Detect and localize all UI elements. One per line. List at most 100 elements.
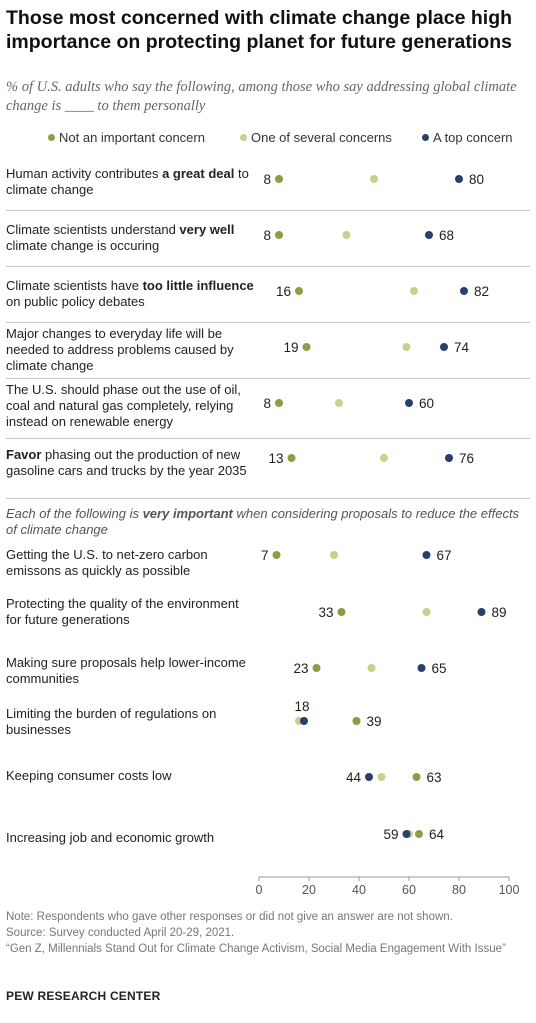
value-label-left: 33 <box>318 605 333 620</box>
row-label-text: climate change is occuring <box>6 238 160 253</box>
dot-one-of-several <box>422 608 431 616</box>
row-label: Keeping consumer costs low <box>6 768 256 784</box>
value-label-left: 19 <box>283 340 298 355</box>
row-label-text: The U.S. should phase out the use of oil… <box>6 382 241 429</box>
dot-not-important <box>415 830 423 838</box>
legend-item-not-important: Not an important concern <box>48 130 205 145</box>
value-label-right: 63 <box>427 770 442 785</box>
row-label-text: Human activity contributes <box>6 166 163 181</box>
legend-dot-icon <box>240 134 247 142</box>
dot-not-important <box>312 664 321 672</box>
value-label-left: 7 <box>261 548 269 563</box>
value-label-right: 60 <box>419 396 434 411</box>
row-label-text: phasing out the production of new gasoli… <box>6 447 247 478</box>
row-label: Human activity contributes a great deal … <box>6 166 256 198</box>
dot-not-important <box>337 608 346 616</box>
dot-not-important <box>302 343 311 351</box>
dot-not-important <box>275 175 283 183</box>
value-label-left: 59 <box>383 827 398 842</box>
row-label-text: Climate scientists have <box>6 278 143 293</box>
row-label-text: Limiting the burden of regulations on bu… <box>6 706 217 737</box>
row-label-text: on public policy debates <box>6 294 145 309</box>
value-label-right: 39 <box>367 714 382 729</box>
row-label-text: Increasing job and economic growth <box>6 830 215 845</box>
value-label-right: 89 <box>492 605 507 620</box>
dot-top-concern <box>460 287 468 295</box>
dot-top-concern <box>477 608 486 616</box>
value-label-right: 65 <box>432 661 447 676</box>
value-label-above: 18 <box>294 699 309 714</box>
row-divider <box>6 498 530 499</box>
row-label: Climate scientists have too little influ… <box>6 278 256 310</box>
dot-top-concern <box>455 175 463 183</box>
value-label-left: 8 <box>263 228 271 243</box>
row-label-text: to climate change <box>6 166 249 197</box>
value-label-left: 13 <box>268 451 283 466</box>
dot-top-concern <box>405 399 413 407</box>
dot-top-concern <box>440 343 448 351</box>
brand-logo: PEW RESEARCH CENTER <box>6 989 161 1003</box>
row-divider <box>6 438 530 439</box>
row-label-text: Keeping consumer costs low <box>6 768 172 783</box>
row-label-bold: Favor <box>6 447 42 462</box>
value-label-right: 68 <box>439 228 454 243</box>
row-divider <box>6 322 530 323</box>
x-axis-tick-label: 20 <box>302 883 316 897</box>
dot-one-of-several <box>330 551 338 559</box>
row-label-text: Getting the U.S. to net-zero carbon emis… <box>6 547 208 578</box>
row-label: The U.S. should phase out the use of oil… <box>6 382 256 430</box>
value-label-right: 76 <box>459 451 474 466</box>
dot-one-of-several <box>380 454 388 462</box>
dot-one-of-several <box>370 175 378 183</box>
row-label-bold: very well <box>179 222 235 237</box>
dot-one-of-several <box>377 773 386 781</box>
x-axis-tick-label: 40 <box>352 883 366 897</box>
row-label: Limiting the burden of regulations on bu… <box>6 706 256 738</box>
legend-label: A top concern <box>433 130 513 145</box>
row-label: Major changes to everyday life will be n… <box>6 326 256 374</box>
dot-one-of-several <box>410 287 418 295</box>
legend-dot-icon <box>422 134 429 142</box>
footer-source: Source: Survey conducted April 20-29, 20… <box>6 927 235 939</box>
chart-subtitle: % of U.S. adults who say the following, … <box>6 79 517 114</box>
row-label: Climate scientists understand very well … <box>6 222 256 254</box>
dot-not-important <box>295 287 303 295</box>
footer-note: Note: Respondents who gave other respons… <box>6 911 453 923</box>
row-divider <box>6 378 530 379</box>
row-label-text: Climate scientists understand <box>6 222 180 237</box>
dot-not-important <box>275 231 283 239</box>
dot-top-concern <box>445 454 453 462</box>
dot-one-of-several <box>335 399 343 407</box>
dot-not-important <box>352 717 361 725</box>
row-divider <box>6 210 530 211</box>
value-label-right: 67 <box>437 548 452 563</box>
row-divider <box>6 266 530 267</box>
dot-not-important <box>287 454 296 462</box>
row-label-text: Protecting the quality of the environmen… <box>6 596 239 627</box>
x-axis-tick-label: 80 <box>452 883 466 897</box>
value-label-left: 23 <box>293 661 308 676</box>
dot-one-of-several <box>367 664 376 672</box>
dot-one-of-several <box>402 343 411 351</box>
row-label: Protecting the quality of the environmen… <box>6 596 256 628</box>
dot-top-concern <box>300 717 308 725</box>
dot-not-important <box>272 551 281 559</box>
value-label-left: 8 <box>263 396 271 411</box>
row-label-text: Major changes to everyday life will be n… <box>6 326 234 373</box>
dot-top-concern <box>417 664 426 672</box>
dot-not-important <box>275 399 283 407</box>
dot-one-of-several <box>342 231 351 239</box>
dot-top-concern <box>402 830 411 838</box>
dot-top-concern <box>422 551 431 559</box>
section-note-text-end: when considering proposals to reduce the… <box>6 506 520 537</box>
section-note-text: Each of the following is <box>6 506 143 521</box>
row-label: Increasing job and economic growth <box>6 830 256 846</box>
dot-top-concern <box>425 231 433 239</box>
section-note-bold: very important <box>142 506 233 521</box>
legend-label: One of several concerns <box>251 130 392 145</box>
row-label: Favor phasing out the production of new … <box>6 447 256 479</box>
value-label-right: 74 <box>454 340 470 355</box>
value-label-right: 64 <box>429 827 445 842</box>
